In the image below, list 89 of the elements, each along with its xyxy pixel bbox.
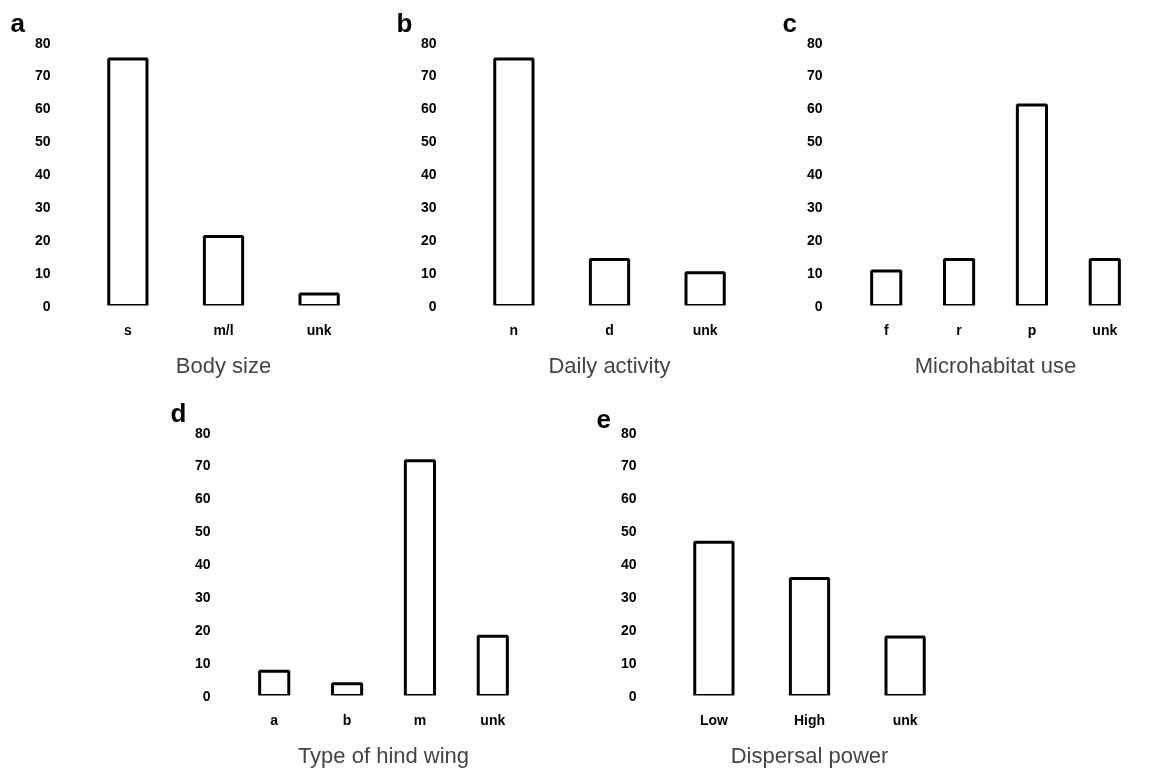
x-tick-label: unk [306,321,332,338]
bar [298,292,340,306]
y-tick-label: 80 [806,34,823,51]
x-tick-label: p [1027,321,1037,338]
y-tick-label: 10 [34,264,51,281]
bar [202,234,245,306]
y-tick-label: 50 [420,133,437,150]
bar [1088,257,1121,306]
y-tick-label: 60 [34,100,51,117]
bar [107,57,149,306]
y-tick-label: 70 [194,457,211,474]
y-tick-label: 40 [34,166,51,182]
y-tick-label: 20 [194,621,211,638]
x-tick-label: r [956,321,963,338]
y-tick-label: 40 [806,166,823,182]
bar [870,269,903,306]
x-tick-label: m [413,711,427,728]
bar [403,459,436,696]
x-tick-label: unk [892,711,918,728]
y-tick-label: 80 [620,424,637,441]
y-tick-label: 0 [628,687,637,704]
y-tick-label: 50 [194,523,211,540]
bar [493,57,535,306]
y-tick-label: 30 [806,198,823,215]
x-axis-title: Body size [175,352,272,378]
y-tick-label: 80 [420,34,437,51]
x-tick-label: unk [480,711,506,728]
bar [943,257,976,306]
y-tick-label: 40 [194,556,211,572]
y-tick-label: 30 [420,198,437,215]
y-tick-label: 80 [194,424,211,441]
bar [331,682,364,696]
x-tick-label: m/l [213,321,234,338]
y-tick-label: 20 [806,231,823,248]
chart-title: e [596,403,611,434]
bar [1015,103,1048,306]
y-tick-label: 0 [202,687,211,704]
y-tick-label: 40 [620,556,637,572]
x-tick-label: b [342,711,352,728]
bar [693,540,735,696]
y-tick-label: 10 [620,654,637,671]
bar [684,271,726,306]
chart-title: b [396,7,413,38]
x-axis-title: Microhabitat use [914,352,1077,378]
y-tick-label: 50 [806,133,823,150]
x-axis-title: Type of hind wing [297,742,470,768]
y-tick-label: 60 [806,100,823,117]
x-axis-title: Daily activity [548,352,671,378]
chart-title: d [170,397,187,428]
y-tick-label: 20 [620,621,637,638]
y-tick-label: 80 [34,34,51,51]
chart-title: c [782,7,797,38]
x-tick-label: unk [692,321,718,338]
x-tick-label: s [123,321,132,338]
y-tick-label: 70 [620,457,637,474]
y-tick-label: 10 [806,264,823,281]
x-axis-title: Dispersal power [730,742,889,768]
x-tick-label: High [793,711,826,728]
bar [884,635,926,696]
y-tick-label: 0 [814,297,823,314]
y-tick-label: 40 [420,166,437,182]
y-tick-label: 50 [34,133,51,150]
y-tick-label: 30 [194,588,211,605]
x-tick-label: f [883,321,889,338]
y-tick-label: 20 [34,231,51,248]
y-tick-label: 60 [420,100,437,117]
chart-title: a [10,7,26,38]
x-tick-label: unk [1092,321,1118,338]
y-tick-label: 0 [42,297,51,314]
x-tick-label: a [270,711,279,728]
bar [476,634,509,696]
y-tick-label: 10 [420,264,437,281]
y-tick-label: 50 [620,523,637,540]
bar [588,257,631,306]
y-tick-label: 70 [420,67,437,84]
y-tick-label: 20 [420,231,437,248]
x-tick-label: Low [699,711,728,728]
y-tick-label: 30 [620,588,637,605]
y-tick-label: 60 [194,490,211,507]
y-tick-label: 60 [620,490,637,507]
bar [788,576,831,696]
y-tick-label: 30 [34,198,51,215]
y-tick-label: 0 [428,297,437,314]
y-tick-label: 70 [806,67,823,84]
x-tick-label: n [509,321,519,338]
y-tick-label: 10 [194,654,211,671]
bar [258,669,291,696]
y-tick-label: 70 [34,67,51,84]
x-tick-label: d [605,321,614,338]
